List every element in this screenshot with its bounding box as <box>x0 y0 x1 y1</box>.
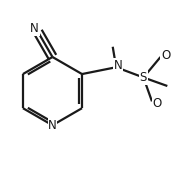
Text: N: N <box>113 59 122 72</box>
Text: N: N <box>30 22 39 35</box>
Text: S: S <box>140 71 147 84</box>
Text: N: N <box>48 119 57 132</box>
Text: O: O <box>161 49 170 62</box>
Text: O: O <box>152 96 162 110</box>
